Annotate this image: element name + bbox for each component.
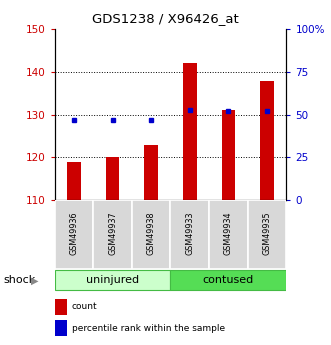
Bar [183,63,197,200]
Bar [67,162,81,200]
Bar [55,299,68,315]
Bar [260,81,274,200]
Text: GSM49936: GSM49936 [70,211,78,255]
Text: percentile rank within the sample: percentile rank within the sample [72,324,225,333]
Bar [55,320,68,336]
Bar [93,200,132,269]
Bar [132,200,170,269]
Bar [55,270,170,290]
Text: GSM49938: GSM49938 [147,211,156,255]
Text: uninjured: uninjured [86,275,139,285]
Text: GDS1238 / X96426_at: GDS1238 / X96426_at [92,12,239,25]
Bar [144,145,158,200]
Text: GSM49934: GSM49934 [224,211,233,255]
Text: GSM49933: GSM49933 [185,211,194,255]
Bar [248,200,286,269]
Text: GSM49937: GSM49937 [108,211,117,255]
Bar [106,157,119,200]
Text: GSM49935: GSM49935 [262,211,271,255]
Bar [222,110,235,200]
Bar [170,200,209,269]
Text: ▶: ▶ [31,275,39,285]
Bar [55,200,93,269]
Text: shock: shock [3,275,35,285]
Text: count: count [72,302,98,311]
Text: contused: contused [203,275,254,285]
Bar [170,270,286,290]
Bar [209,200,248,269]
